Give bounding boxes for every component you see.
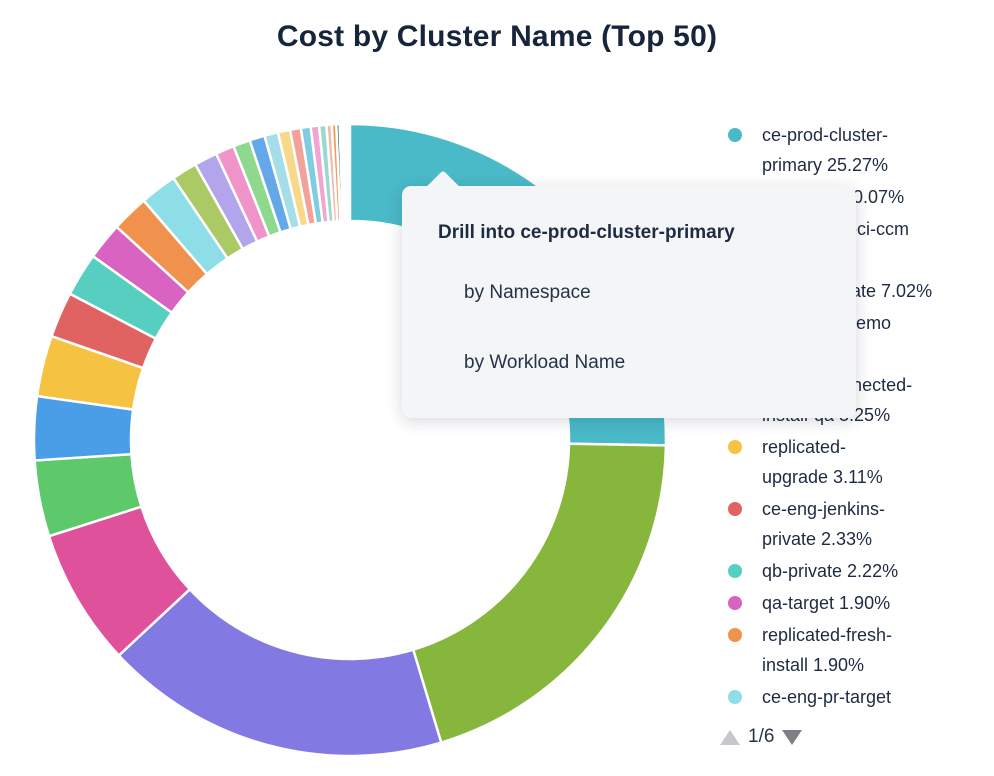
legend-item-qa-target[interactable]: qa-target 1.90% [716, 588, 982, 618]
legend-label: replicated-upgrade 3.11% [762, 437, 883, 487]
legend-next-page-icon[interactable] [782, 729, 803, 745]
drill-by-workload-name-option[interactable]: by Workload Name [464, 352, 626, 373]
chart-title: Cost by Cluster Name (Top 50) [276, 20, 718, 53]
legend-pagination: 1/6 [720, 726, 803, 748]
legend-page-indicator: 1/6 [748, 726, 775, 747]
legend-label: qb-private 2.22% [762, 561, 899, 581]
legend-item-qb-private[interactable]: qb-private 2.22% [716, 556, 982, 586]
legend-prev-page-icon[interactable] [720, 729, 740, 745]
legend-bullet-icon [728, 596, 742, 610]
legend-label: replicated-fresh-install 1.90% [762, 625, 893, 675]
legend-bullet-icon [728, 440, 742, 454]
pie-slice-small-31[interactable] [346, 122, 351, 223]
legend-item-ce-prod-cluster-primary[interactable]: ce-prod-cluster-primary 25.27% [716, 120, 982, 180]
pie-slice-ce-eng-k8s-ci-ccm[interactable] [117, 587, 443, 758]
legend-item-replicated-fresh-install[interactable]: replicated-fresh-install 1.90% [716, 620, 982, 680]
legend-label: ce-eng-jenkins-private 2.33% [762, 499, 886, 549]
legend-bullet-icon [728, 128, 742, 142]
legend-bullet-icon [728, 628, 742, 642]
legend-label: ce-prod-cluster-primary 25.27% [762, 125, 889, 175]
legend-bullet-icon [728, 690, 742, 704]
legend-bullet-icon [728, 502, 742, 516]
pie-slice-pr-private[interactable] [411, 442, 668, 745]
drill-tooltip: Drill into ce-prod-cluster-primary by Na… [402, 170, 856, 418]
drill-by-namespace-option[interactable]: by Namespace [464, 282, 591, 303]
legend-bullet-icon [728, 564, 742, 578]
tooltip-title: Drill into ce-prod-cluster-primary [438, 222, 735, 243]
legend-label: qa-target 1.90% [762, 593, 891, 613]
legend-item-ce-eng-jenkins-private[interactable]: ce-eng-jenkins-private 2.33% [716, 494, 982, 554]
legend-item-replicated-upgrade[interactable]: replicated-upgrade 3.11% [716, 432, 982, 492]
